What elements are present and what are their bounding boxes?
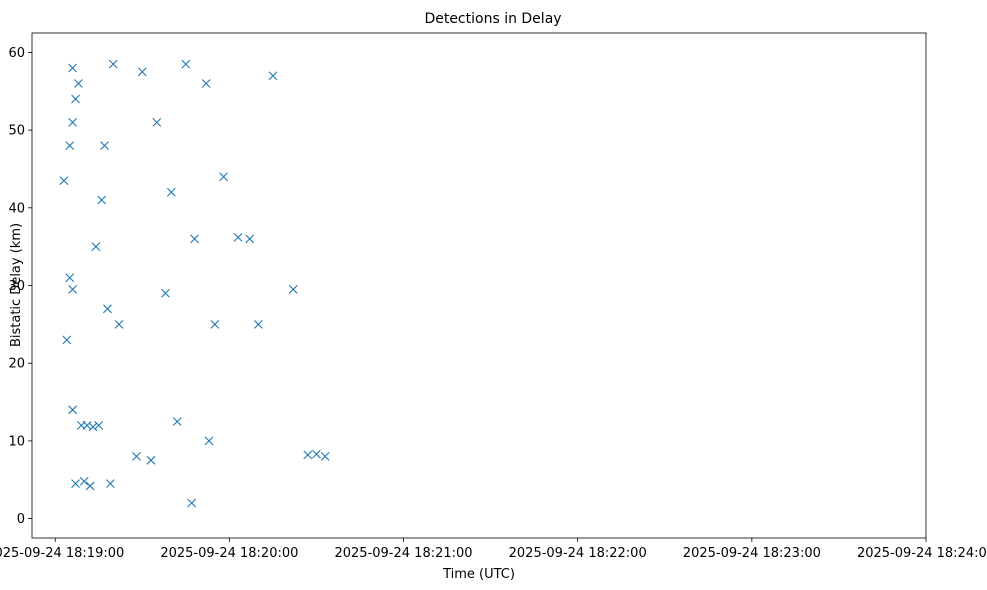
data-point — [74, 79, 83, 88]
data-point — [245, 234, 255, 244]
data-point — [204, 436, 214, 446]
data-point — [105, 479, 115, 489]
y-tick-label: 40 — [8, 201, 25, 216]
y-tick-label: 10 — [8, 434, 25, 449]
data-point — [91, 242, 101, 252]
data-point — [312, 449, 321, 459]
data-point — [65, 273, 75, 283]
y-axis-label: Bistatic Delay (km) — [9, 223, 24, 347]
x-tick-label: 2025-09-24 18:24:00 — [857, 546, 987, 561]
data-point — [82, 420, 92, 430]
data-point — [137, 67, 147, 77]
y-tick-label: 20 — [8, 357, 25, 372]
x-axis-label: Time (UTC) — [442, 567, 515, 582]
data-point — [100, 141, 109, 151]
y-tick-label: 50 — [8, 124, 25, 139]
data-point — [132, 452, 141, 461]
data-point — [88, 422, 98, 432]
data-point — [288, 284, 298, 294]
data-point — [303, 450, 313, 460]
x-tick-label: 2025-09-24 18:22:00 — [509, 546, 647, 561]
data-point — [85, 481, 95, 491]
data-point — [71, 479, 80, 489]
x-tick-label: 2025-09-24 18:21:00 — [334, 546, 472, 561]
data-point — [94, 420, 104, 430]
data-point — [62, 335, 72, 345]
x-tick-label: 2025-09-24 18:20:00 — [160, 546, 298, 561]
data-point — [254, 319, 263, 329]
data-point — [210, 319, 220, 329]
data-point — [233, 232, 243, 242]
y-tick-label: 0 — [17, 512, 25, 527]
scatter-points — [59, 59, 330, 508]
y-tick-label: 30 — [8, 279, 25, 294]
data-point — [114, 319, 124, 329]
data-point — [201, 79, 211, 88]
y-tick-label: 60 — [8, 46, 25, 61]
data-point — [190, 234, 199, 244]
data-point — [97, 195, 107, 205]
data-point — [181, 59, 191, 69]
data-point — [166, 187, 176, 197]
data-point — [108, 59, 118, 69]
x-tick-label: 2025-09-24 18:19:00 — [0, 546, 124, 561]
data-point — [172, 417, 182, 426]
data-point — [59, 176, 69, 186]
data-point — [68, 117, 78, 127]
chart-title: Detections in Delay — [424, 11, 561, 27]
data-point — [219, 172, 228, 182]
data-point — [146, 455, 156, 465]
data-point — [65, 141, 75, 151]
data-point — [79, 476, 89, 486]
data-point — [152, 117, 162, 127]
data-point — [68, 405, 78, 415]
x-tick-label: 2025-09-24 18:23:00 — [683, 546, 821, 561]
data-point — [187, 498, 197, 508]
data-point — [320, 452, 330, 461]
y-axis: 0 10 20 30 40 50 60 — [8, 46, 32, 527]
data-point — [268, 71, 278, 81]
data-point — [68, 63, 78, 73]
data-point — [161, 288, 170, 298]
data-point — [71, 94, 80, 104]
data-point — [103, 304, 112, 314]
data-point — [68, 284, 78, 294]
x-axis: 2025-09-24 18:19:00 2025-09-24 18:20:00 20… — [0, 538, 987, 561]
